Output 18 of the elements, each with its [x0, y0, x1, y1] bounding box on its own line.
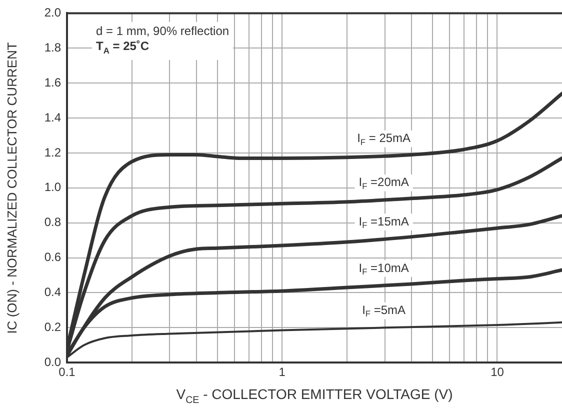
y-tick-label: 1.6: [44, 75, 62, 90]
y-tick-label: 1.4: [44, 110, 62, 124]
x-tick-label: 10: [490, 365, 504, 380]
x-tick-label: 0.1: [58, 365, 76, 380]
y-tick-label: 0.4: [44, 285, 62, 300]
y-tick-label: 1.8: [44, 40, 62, 54]
y-tick-label: 0.2: [44, 320, 62, 334]
y-tick-label: 2.0: [44, 6, 62, 20]
y-tick-label: 1.0: [44, 180, 62, 194]
y-axis-title: IC (ON) - NORMALIZED COLLECTOR CURRENT: [4, 42, 20, 334]
y-tick-label: 1.2: [44, 145, 62, 160]
annotation: d = 1 mm, 90% reflection: [96, 24, 230, 39]
annotation: T$_{A}$ = 25˚C: [96, 39, 150, 58]
y-tick-label: 0.6: [44, 250, 62, 264]
y-tick-label: 0.0: [44, 354, 62, 369]
x-tick-label: 1: [278, 365, 286, 380]
x-axis-title: V$_{CE}$ - COLLECTOR EMITTER VOLTAGE (V): [175, 386, 454, 406]
y-tick-label: 0.8: [44, 215, 62, 230]
